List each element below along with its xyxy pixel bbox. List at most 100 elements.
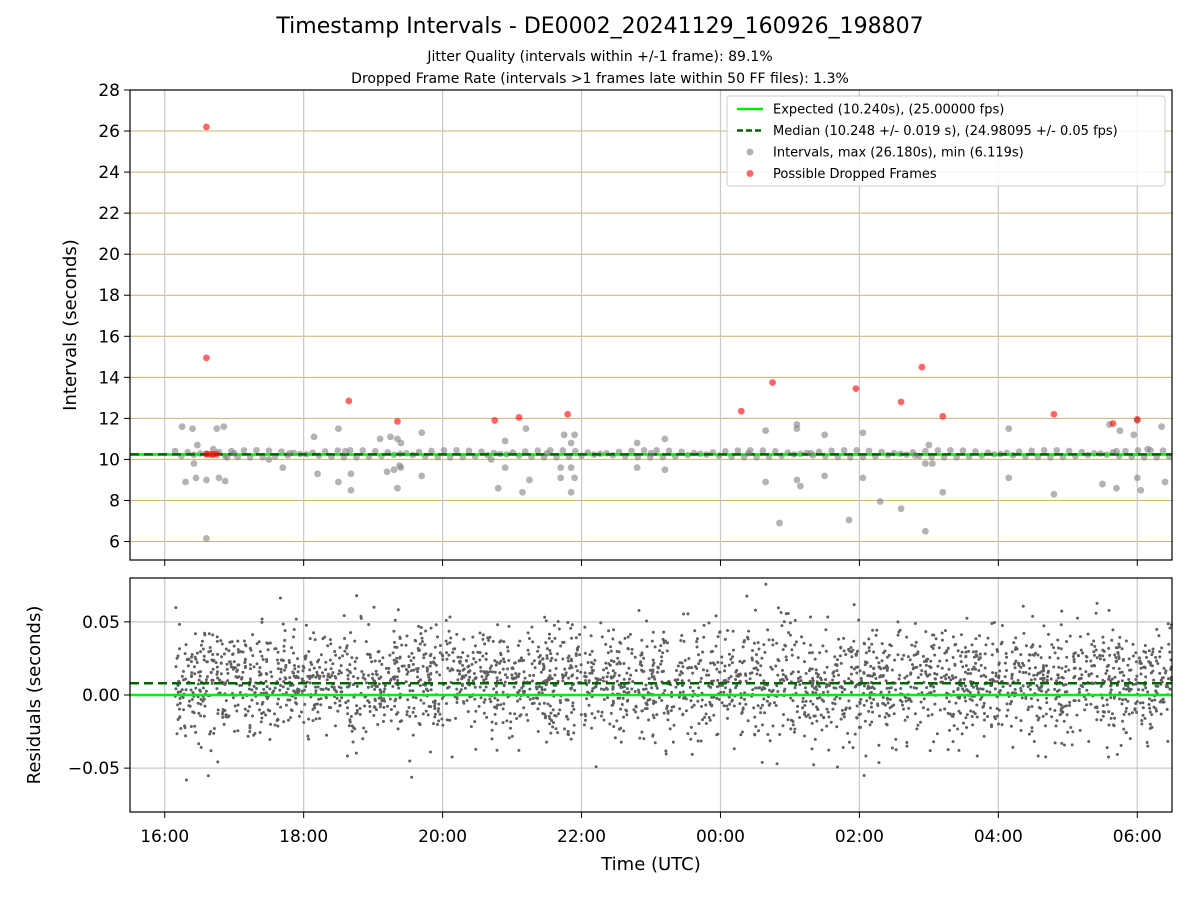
residual-point [762, 679, 766, 683]
interval-point [821, 431, 829, 439]
residual-point [833, 702, 837, 706]
residual-point [294, 696, 298, 700]
residual-point [893, 658, 897, 662]
residual-point [415, 667, 419, 671]
residual-point [395, 645, 399, 649]
residual-point [612, 628, 616, 632]
residual-point [220, 642, 224, 646]
residual-point [796, 680, 800, 684]
residual-point [570, 636, 574, 640]
residual-point [518, 639, 522, 643]
residual-point [376, 723, 380, 727]
residual-point [615, 719, 619, 723]
dropped-frame-point [203, 354, 210, 362]
residual-point [590, 665, 594, 669]
residual-point [842, 712, 846, 716]
residual-point [428, 664, 432, 668]
residual-point [208, 645, 212, 649]
residual-point [176, 654, 180, 658]
residual-point [1113, 716, 1117, 720]
residual-point [427, 704, 431, 708]
residual-point [880, 659, 884, 663]
residual-point [776, 673, 780, 677]
residual-point [192, 711, 196, 715]
residual-point [1119, 743, 1123, 747]
residual-point [223, 682, 227, 686]
residual-point [1124, 731, 1128, 735]
residual-point [1089, 659, 1093, 663]
residual-point [1121, 719, 1125, 723]
residual-point [428, 654, 432, 658]
residual-point [813, 737, 817, 741]
residual-point [1038, 644, 1042, 648]
residual-point [1045, 674, 1049, 678]
residual-point [484, 677, 488, 681]
residual-point [407, 665, 411, 669]
residual-point [301, 664, 305, 668]
residual-point [261, 657, 265, 661]
residual-point [914, 653, 918, 657]
residual-point [1069, 725, 1073, 729]
residual-point [993, 717, 997, 721]
residual-point [296, 690, 300, 694]
interval-point [793, 421, 801, 428]
residual-point [665, 641, 669, 645]
residual-point [1142, 649, 1146, 653]
residual-point [553, 673, 557, 677]
interval-point [265, 456, 273, 463]
residual-point [499, 678, 503, 682]
residual-point [424, 709, 428, 713]
residual-point [260, 716, 264, 720]
residual-point [216, 708, 220, 712]
interval-point [939, 488, 947, 496]
residual-point [368, 655, 372, 659]
residual-point [1030, 729, 1034, 733]
residual-point [655, 686, 659, 690]
residual-point [502, 660, 506, 664]
residual-point [932, 740, 936, 744]
residual-point [1024, 671, 1028, 675]
interval-point [772, 448, 779, 455]
residual-point [266, 648, 270, 652]
residual-point [268, 641, 272, 645]
residual-point [450, 755, 454, 759]
residual-point [863, 719, 867, 723]
residual-point [718, 670, 722, 674]
residual-point [575, 648, 579, 652]
residual-point [355, 594, 359, 598]
residual-point [192, 665, 196, 669]
residual-point [718, 630, 722, 634]
residual-point [660, 655, 664, 659]
residual-point [833, 697, 837, 701]
residual-point [180, 674, 184, 678]
residual-point [471, 650, 475, 654]
residual-point [1093, 706, 1097, 710]
residual-point [484, 670, 488, 674]
residual-point [348, 681, 352, 685]
residual-point [751, 648, 755, 652]
residual-point [1115, 646, 1119, 650]
residual-point [182, 708, 186, 712]
residual-point [445, 657, 449, 661]
residual-point [483, 642, 487, 646]
residual-point [276, 661, 280, 665]
residual-point [707, 715, 711, 719]
residual-point [926, 714, 930, 718]
residual-point [1140, 719, 1144, 723]
residual-point [697, 686, 701, 690]
residual-point [578, 633, 582, 637]
residual-point [572, 731, 576, 735]
residual-point [913, 666, 917, 670]
residual-point [788, 621, 792, 625]
residual-point [601, 676, 605, 680]
residual-point [704, 721, 708, 725]
residual-point [956, 688, 960, 692]
residual-point [951, 677, 955, 681]
residual-point [763, 650, 767, 654]
residual-point [876, 703, 880, 707]
residual-point [991, 671, 995, 675]
residual-point [535, 687, 539, 691]
residual-point [405, 713, 409, 717]
residual-point [435, 670, 439, 674]
residual-point [325, 733, 329, 737]
